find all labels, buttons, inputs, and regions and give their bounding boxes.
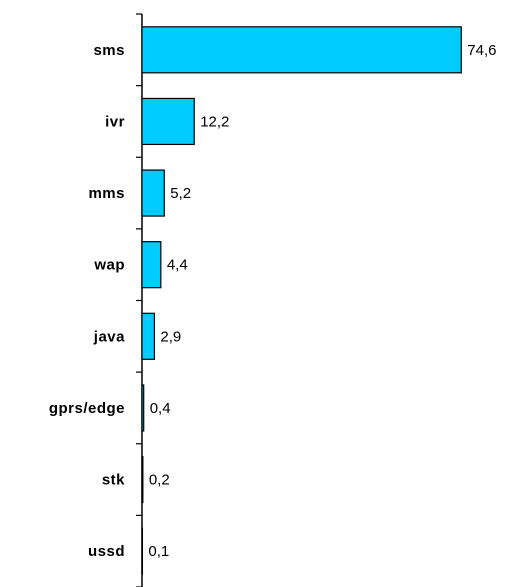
- value-label: 2,9: [160, 328, 181, 345]
- bar: [141, 241, 162, 289]
- category-label: ussd: [88, 543, 125, 560]
- bar: [141, 384, 145, 432]
- category-label: gprs/edge: [49, 400, 125, 417]
- category-label: ivr: [105, 113, 125, 130]
- bar: [141, 169, 165, 217]
- category-label: java: [93, 328, 125, 345]
- value-label: 0,1: [148, 543, 169, 560]
- bar: [141, 312, 156, 360]
- category-label: sms: [93, 42, 125, 59]
- value-label: 0,4: [150, 400, 171, 417]
- value-label: 5,2: [170, 185, 191, 202]
- category-label: stk: [102, 472, 125, 489]
- bar: [141, 97, 195, 146]
- value-label: 12,2: [200, 113, 229, 130]
- value-label: 74,6: [467, 42, 496, 59]
- value-label: 0,2: [149, 472, 170, 489]
- category-label: wap: [93, 257, 125, 274]
- bar: [141, 26, 462, 74]
- category-label: mms: [88, 185, 125, 202]
- value-label: 4,4: [167, 257, 188, 274]
- bar: [141, 455, 144, 504]
